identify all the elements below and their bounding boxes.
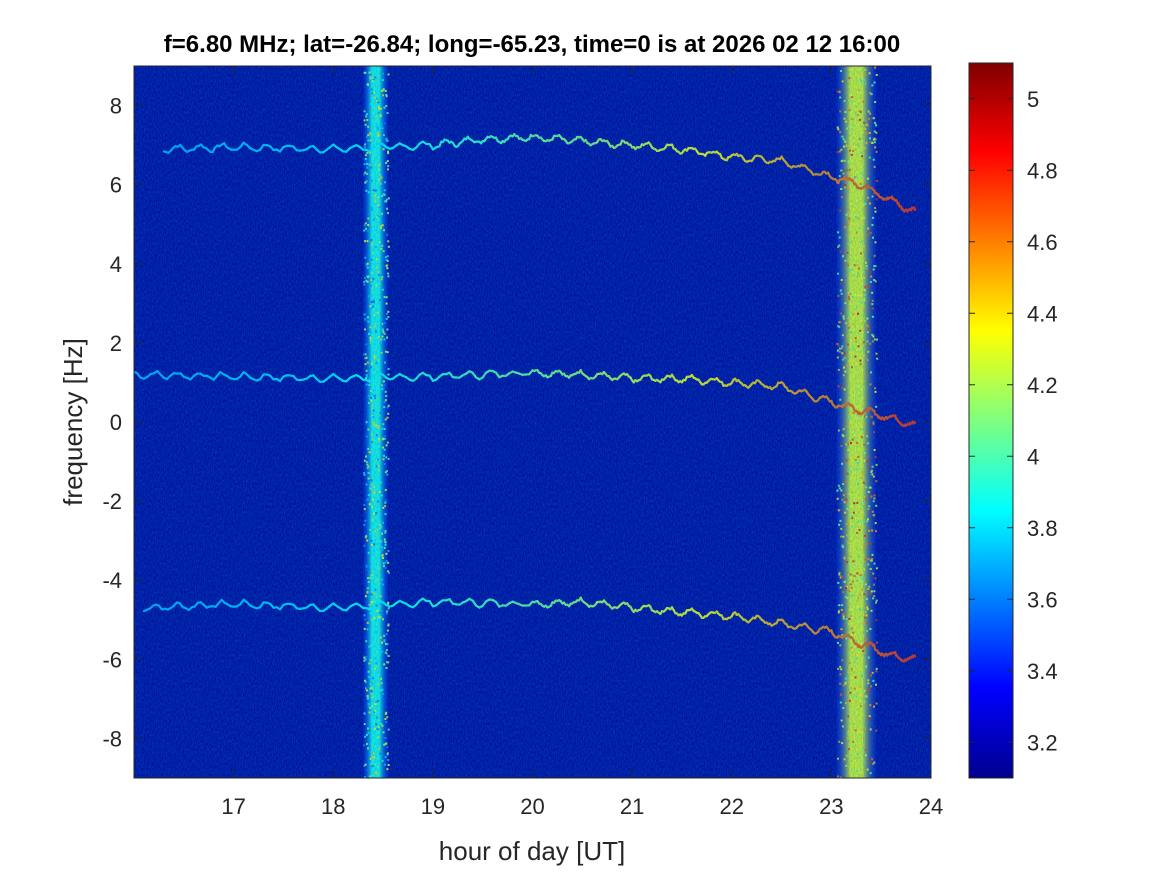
- x-axis-label: hour of day [UT]: [439, 836, 625, 866]
- colorbar-tick-label: 4.2: [1027, 373, 1058, 398]
- x-tick-label: 18: [321, 794, 345, 819]
- x-axis-ticks: 17 18 19 20 21 22 23 24: [221, 66, 943, 819]
- colorbar: [969, 63, 1013, 778]
- colorbar-tick-label: 5: [1027, 87, 1039, 112]
- x-tick-label: 17: [221, 794, 245, 819]
- background-noise: [134, 66, 931, 778]
- colorbar-tick-label: 4.4: [1027, 301, 1058, 326]
- y-axis-label: frequency [Hz]: [58, 338, 88, 506]
- colorbar-tick-label: 4.8: [1027, 158, 1058, 183]
- x-tick-label: 22: [720, 794, 744, 819]
- y-tick-label: -2: [102, 489, 122, 514]
- y-tick-label: -6: [102, 647, 122, 672]
- y-axis-ticks: 8 6 4 2 0 -2 -4 -6 -8: [102, 94, 931, 751]
- chart-title: f=6.80 MHz; lat=-26.84; long=-65.23, tim…: [164, 31, 900, 58]
- x-tick-label: 19: [421, 794, 445, 819]
- x-tick-label: 23: [819, 794, 843, 819]
- y-tick-label: -8: [102, 726, 122, 751]
- colorbar-tick-label: 3.6: [1027, 587, 1058, 612]
- colorbar-tick-label: 4.6: [1027, 230, 1058, 255]
- colorbar-tick-label: 3.8: [1027, 516, 1058, 541]
- y-tick-label: 8: [110, 94, 122, 119]
- x-tick-label: 20: [520, 794, 544, 819]
- y-tick-label: 0: [110, 410, 122, 435]
- colorbar-tick-label: 3.4: [1027, 659, 1058, 684]
- plot-area: [134, 66, 931, 778]
- x-tick-label: 21: [620, 794, 644, 819]
- y-tick-label: 6: [110, 173, 122, 198]
- y-tick-label: 2: [110, 331, 122, 356]
- colorbar-tick-label: 3.2: [1027, 730, 1058, 755]
- colorbar-tick-label: 4: [1027, 444, 1039, 469]
- colorbar-frame: [968, 62, 1014, 779]
- colorbar-ticks: 5 4.8 4.6 4.4 4.2 4 3.8 3.6 3.4 3.2: [969, 87, 1058, 755]
- y-tick-label: 4: [110, 252, 122, 277]
- x-tick-label: 24: [919, 794, 943, 819]
- y-tick-label: -4: [102, 568, 122, 593]
